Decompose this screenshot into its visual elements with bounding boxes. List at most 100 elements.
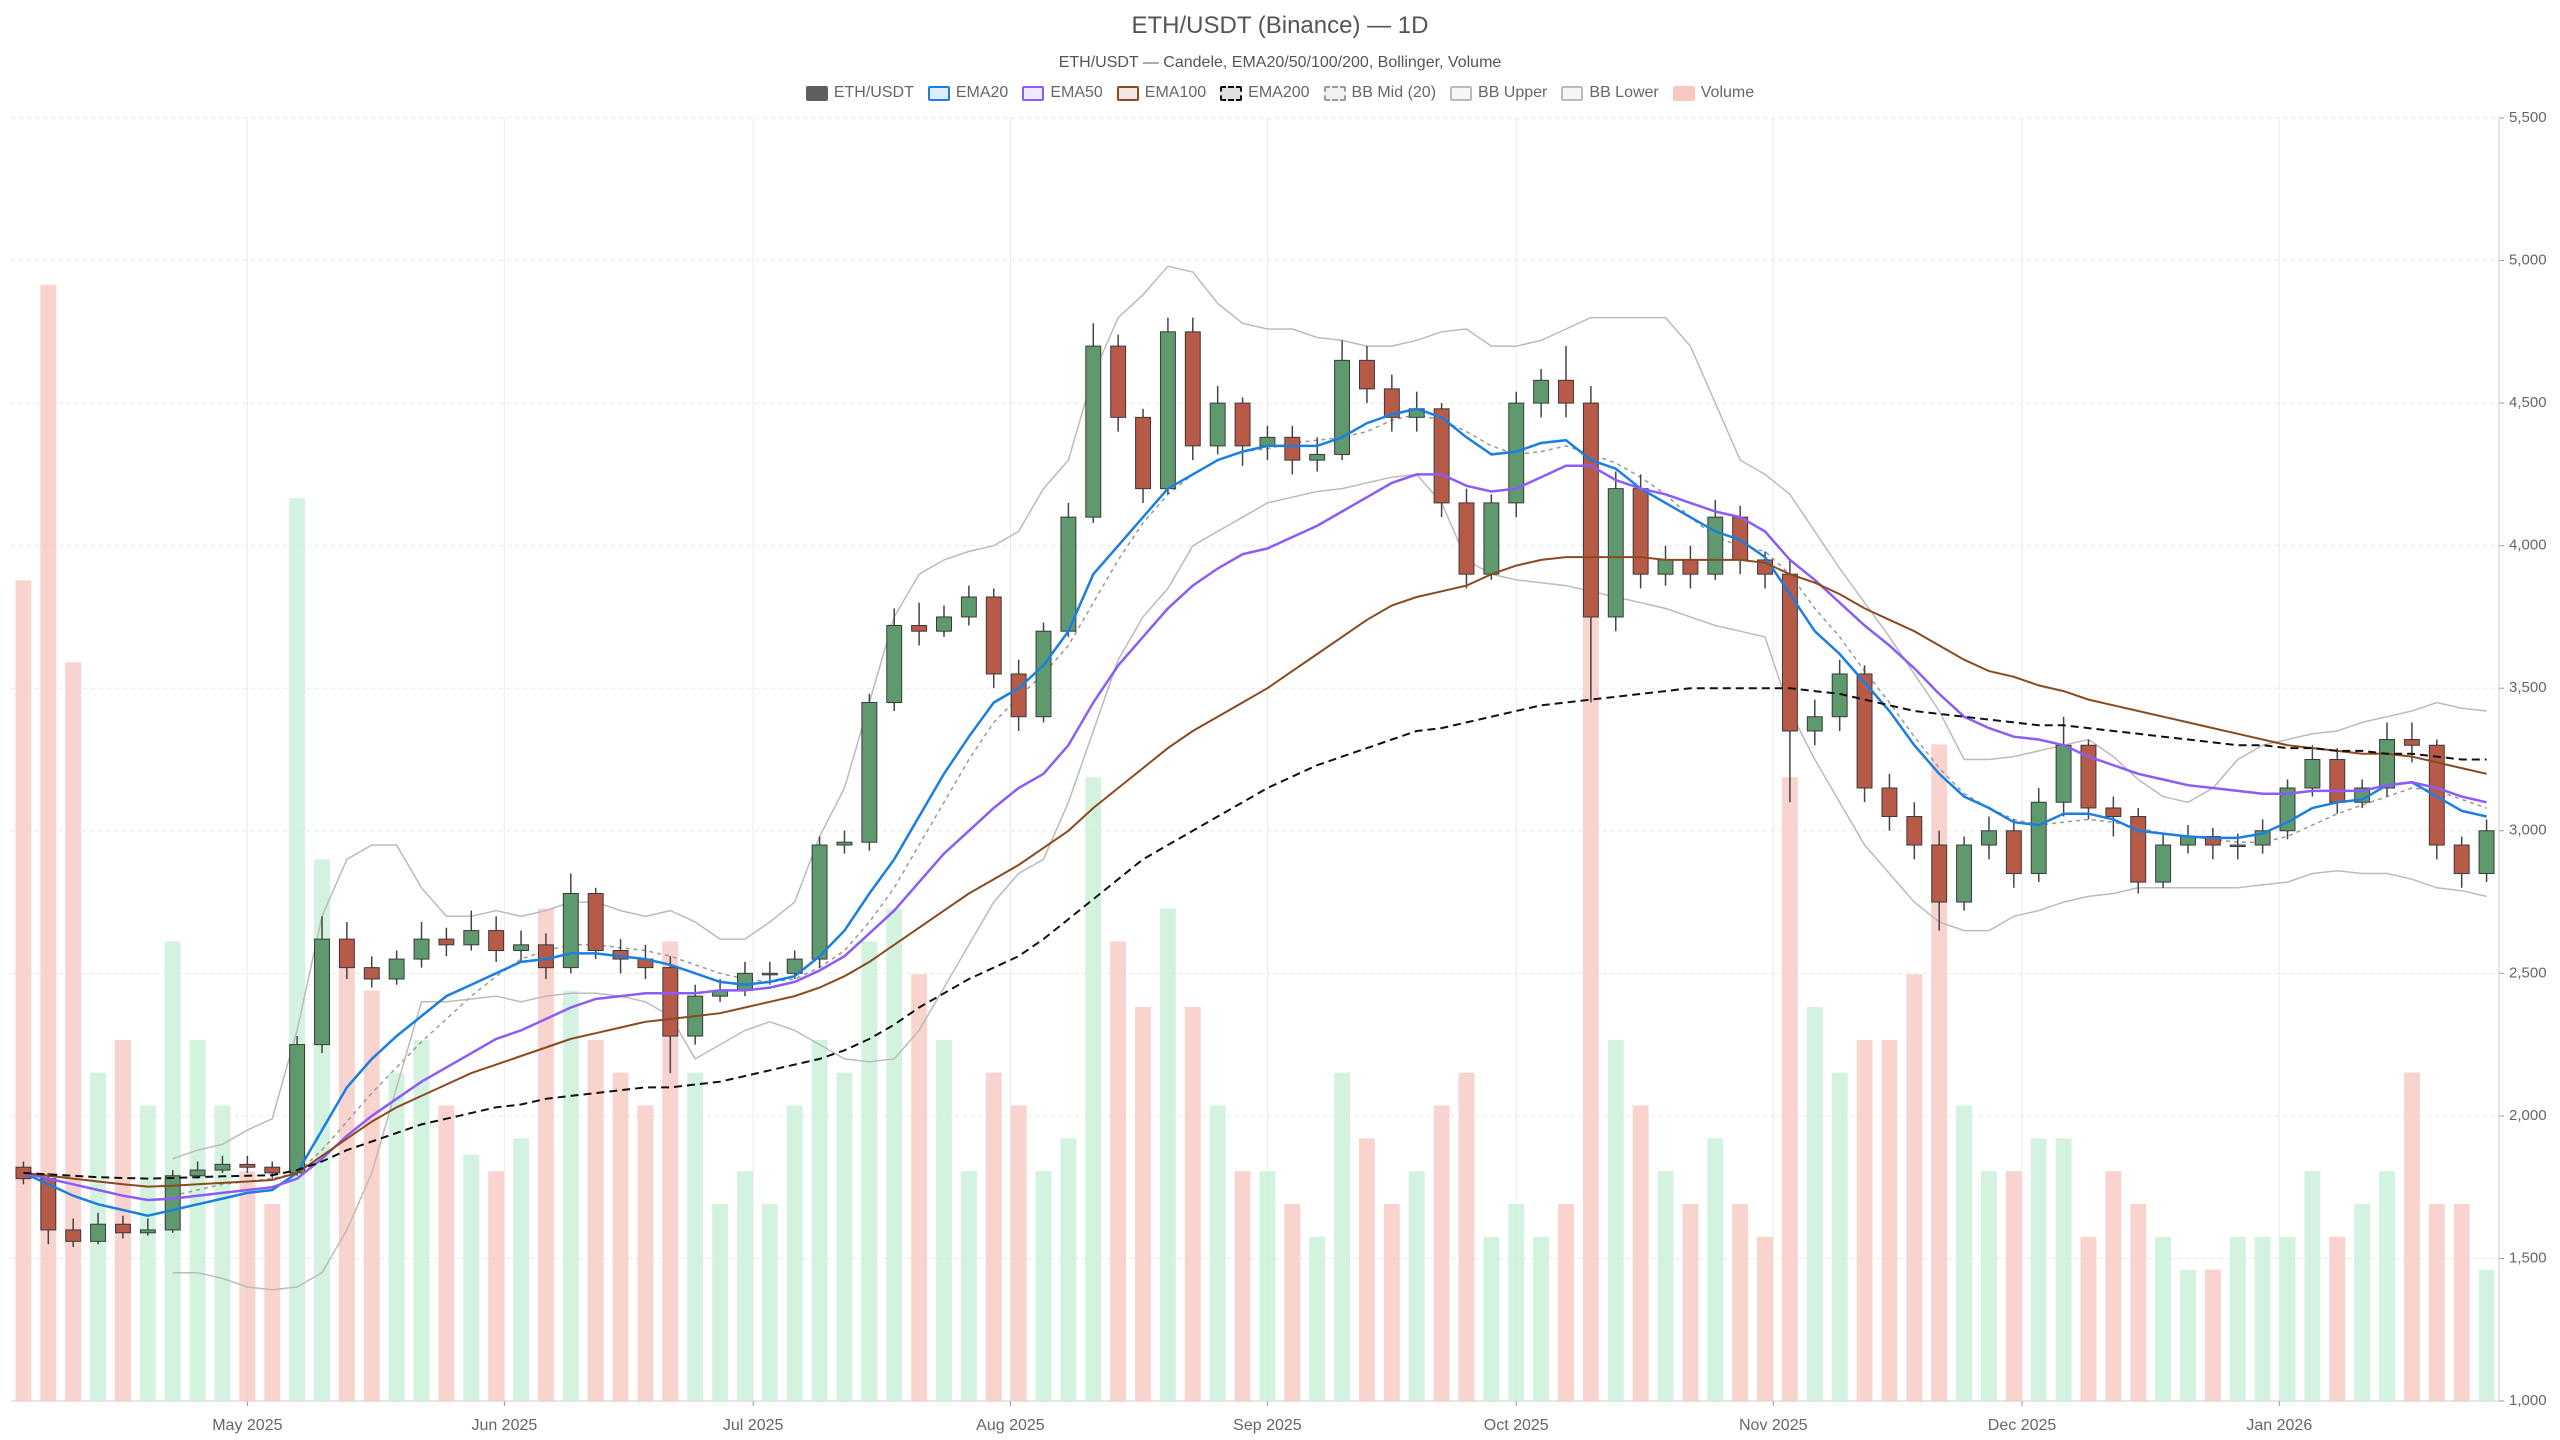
volume-bar [1159,908,1176,1401]
volume-bar [712,1204,729,1401]
volume-bar [289,498,306,1401]
legend-swatch [1561,85,1584,101]
candle-body [2453,844,2470,875]
candle-body [2055,744,2072,803]
candle-body [1856,673,1873,789]
volume-bar [960,1171,977,1401]
legend-label: EMA50 [1050,84,1103,101]
volume-bar [2428,1204,2445,1401]
y-tick-label: 1,500 [2509,1249,2547,1266]
candle-body [488,930,505,952]
candle-body [363,967,380,980]
candle-body [761,972,778,976]
candle-body [1533,379,1550,404]
volume-bar [1259,1171,1276,1401]
volume-bar [637,1105,654,1401]
volume-bar [1607,1039,1624,1401]
volume-bar [1433,1105,1450,1401]
volume-bar [239,1171,256,1401]
candle-body [1582,402,1599,618]
candle-body [1135,416,1152,490]
y-tick-label: 3,000 [2509,822,2547,839]
legend-item: Volume [1672,84,1755,102]
x-tick-label: Sep 2025 [1233,1417,1302,1434]
candle-body [1010,673,1027,718]
candle-body [886,624,903,703]
x-tick-label: Jun 2025 [471,1417,537,1434]
candle-body [1383,388,1400,418]
volume-bar [761,1204,778,1401]
volume-bar [2304,1171,2321,1401]
y-tick-label: 1,000 [2509,1392,2547,1409]
legend-label: BB Upper [1478,84,1548,101]
candle-body [1632,488,1649,575]
x-tick-label: Jul 2025 [723,1417,784,1434]
legend-label: Volume [1700,84,1755,101]
candle-body [2379,739,2396,789]
candle-body [214,1163,231,1171]
candle-body [1931,844,1948,903]
volume-bar [1483,1236,1500,1401]
volume-bar [2130,1204,2147,1401]
y-tick-label: 2,000 [2509,1107,2547,1124]
candle-body [1707,516,1724,575]
volume-bar [2055,1138,2072,1401]
candle-body [1184,331,1201,447]
candles [15,317,2495,1248]
volume-bar [861,941,878,1401]
legend-swatch [1022,85,1045,101]
y-tick-label: 5,500 [2509,109,2547,126]
volume-bar [2080,1236,2097,1401]
candle-body [388,958,405,980]
candle-body [338,938,355,969]
candle-body [65,1229,82,1242]
candle-body [90,1223,107,1242]
candle-body [1483,502,1500,575]
candle-body [264,1166,281,1174]
candle-body [114,1223,131,1234]
candle-body [985,596,1002,675]
volume-bar [264,1204,281,1401]
legend-item: ETH/USDT [805,84,914,102]
candle-body [1085,345,1102,518]
x-tick-label: Dec 2025 [1988,1417,2057,1434]
volume-bar [786,1105,803,1401]
candle-body [960,596,977,618]
volume-bar [2030,1138,2047,1401]
candle-body [463,930,480,946]
candle-body [562,893,579,969]
candle-body [1110,345,1127,418]
volume-bar [537,908,554,1401]
y-tick-label: 4,000 [2509,537,2547,554]
volume-bar [1085,777,1102,1401]
candle-body [2155,844,2172,883]
volume-bar [1980,1171,1997,1401]
candle-body [2229,844,2246,848]
volume-bar [1309,1236,1326,1401]
volume-bar [1732,1204,1749,1401]
legend-item: EMA100 [1116,84,1206,102]
candle-body [1358,359,1375,390]
volume-bar [1334,1072,1351,1401]
candle-body [1433,408,1450,504]
candle-body [2204,835,2221,846]
candle-body [662,967,679,1037]
legend-item: BB Lower [1561,84,1659,102]
volume-bar [1010,1105,1027,1401]
candle-body [1159,331,1176,490]
legend-label: EMA200 [1248,84,1310,101]
candle-body [1682,559,1699,575]
legend-swatch [1220,85,1243,101]
candle-body [2080,744,2097,809]
line-series [23,464,2487,1202]
candle-body [911,624,928,632]
ema-lines [22,407,2487,1217]
legend: ETH/USDT EMA20 EMA50 EMA100 EMA200 BB Mid (20… [0,84,2560,102]
volume-bar [2254,1236,2271,1401]
candle-body [936,616,952,632]
candle-body [836,841,853,846]
candle-body [1309,453,1326,461]
volume-bar [1408,1171,1425,1401]
volume-bar [438,1105,455,1401]
candle-body [413,938,430,960]
